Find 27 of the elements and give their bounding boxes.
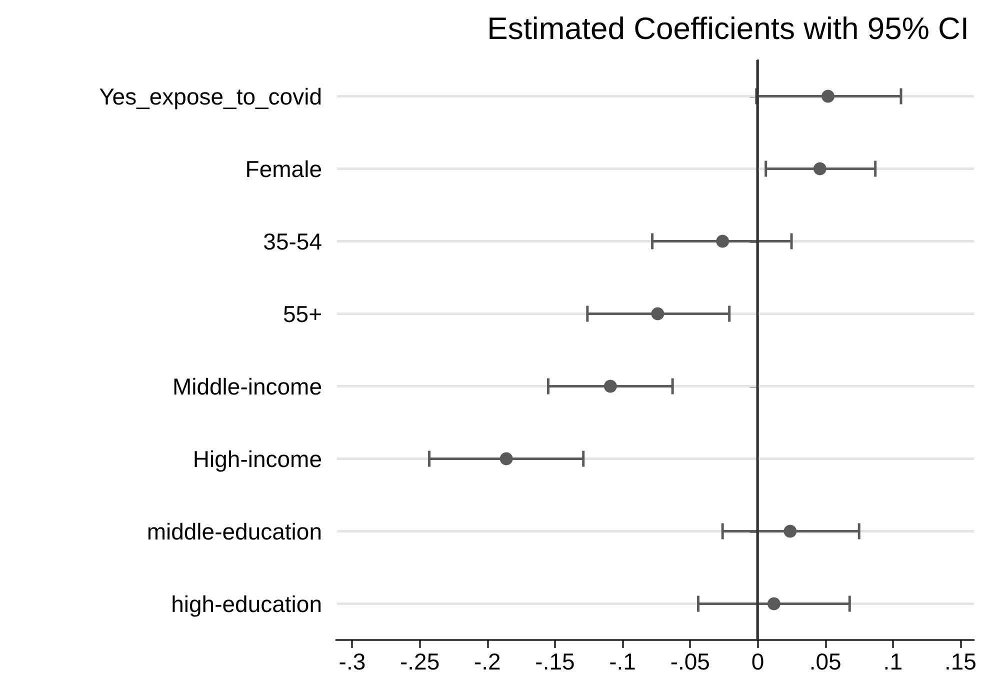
x-tick-label: 0 xyxy=(751,648,764,674)
x-tick-label: .15 xyxy=(944,648,976,674)
y-tick-label: middle-education xyxy=(146,518,322,544)
y-tick-label: 35-54 xyxy=(263,228,322,254)
x-tick-label: -.15 xyxy=(535,648,575,674)
point xyxy=(813,162,826,176)
x-tick-label: .1 xyxy=(883,648,902,674)
x-tick-label: -.1 xyxy=(609,648,636,674)
y-tick-label: High-income xyxy=(192,446,322,472)
point xyxy=(716,234,730,248)
y-tick-label: Middle-income xyxy=(172,373,322,400)
point xyxy=(822,90,835,103)
point xyxy=(604,380,617,393)
point xyxy=(651,307,664,320)
y-tick-label: Female xyxy=(245,156,322,182)
y-tick-label: 55+ xyxy=(282,300,322,327)
x-tick-label: -.25 xyxy=(400,648,440,674)
x-tick-label: -.2 xyxy=(474,648,501,674)
chart-title: Estimated Coefficients with 95% CI xyxy=(487,11,970,46)
x-tick-label: -.05 xyxy=(670,648,710,674)
x-tick-label: -.3 xyxy=(338,648,366,674)
point xyxy=(500,452,513,466)
point xyxy=(767,597,780,610)
point xyxy=(784,524,797,538)
y-tick-label: Yes_expose_to_covid xyxy=(99,83,322,110)
x-tick-label: .05 xyxy=(809,648,842,674)
y-tick-label: high-education xyxy=(171,590,322,617)
